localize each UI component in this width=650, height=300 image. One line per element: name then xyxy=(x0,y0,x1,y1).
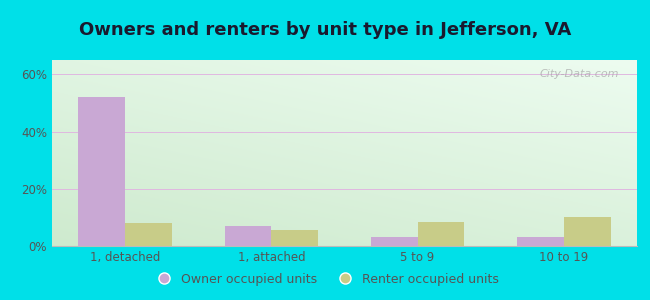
Legend: Owner occupied units, Renter occupied units: Owner occupied units, Renter occupied un… xyxy=(146,268,504,291)
Bar xyxy=(225,226,272,246)
Bar xyxy=(272,230,318,246)
Bar xyxy=(78,97,125,246)
Text: City-Data.com: City-Data.com xyxy=(540,69,619,79)
Bar xyxy=(371,237,417,246)
Bar xyxy=(125,223,172,246)
Bar xyxy=(517,237,564,246)
Text: Owners and renters by unit type in Jefferson, VA: Owners and renters by unit type in Jeffe… xyxy=(79,21,571,39)
Bar xyxy=(417,222,464,246)
Bar xyxy=(564,218,610,246)
